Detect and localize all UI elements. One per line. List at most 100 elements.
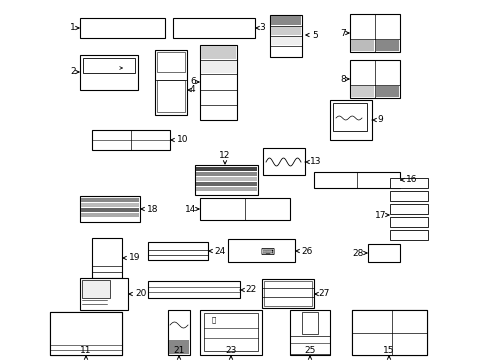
Bar	[196, 172, 257, 176]
Bar	[270, 16, 301, 25]
Bar	[349, 14, 399, 52]
Bar	[83, 58, 135, 73]
Bar	[350, 86, 373, 97]
Bar	[349, 60, 399, 98]
Bar	[200, 45, 237, 120]
Text: 🔑: 🔑	[211, 317, 216, 323]
Text: 5: 5	[311, 31, 317, 40]
Text: 9: 9	[376, 116, 382, 125]
Bar	[351, 310, 426, 355]
Bar	[201, 46, 236, 59]
Text: 6: 6	[190, 77, 196, 86]
Bar	[352, 347, 425, 351]
Bar	[80, 278, 128, 310]
Text: 3: 3	[259, 23, 264, 32]
Bar	[92, 130, 170, 150]
Bar	[262, 279, 313, 308]
Bar	[50, 312, 122, 355]
Bar	[80, 18, 164, 38]
Text: 19: 19	[129, 253, 140, 262]
Text: 26: 26	[301, 247, 312, 256]
Bar	[367, 244, 399, 262]
Bar	[352, 342, 425, 346]
Bar	[51, 326, 121, 331]
Bar	[51, 314, 121, 319]
Bar	[196, 182, 257, 186]
Text: 22: 22	[244, 285, 256, 294]
Bar	[155, 50, 186, 115]
Bar	[81, 203, 139, 207]
Bar	[389, 204, 427, 214]
Bar	[157, 80, 184, 112]
Bar	[375, 40, 398, 51]
Bar	[329, 100, 371, 140]
Bar	[264, 281, 311, 306]
Bar	[196, 177, 257, 181]
Bar	[389, 230, 427, 240]
Bar	[289, 310, 329, 355]
Bar	[169, 340, 189, 354]
Bar	[203, 313, 258, 351]
Text: 12: 12	[219, 150, 230, 159]
Text: 28: 28	[352, 248, 363, 257]
Text: 13: 13	[309, 158, 321, 166]
Bar	[80, 55, 138, 90]
Bar	[81, 213, 139, 217]
Bar	[51, 338, 121, 343]
Bar	[269, 15, 302, 57]
Bar	[227, 239, 294, 262]
Text: 16: 16	[405, 175, 417, 184]
Bar	[332, 103, 366, 131]
Bar	[350, 40, 373, 51]
Bar	[196, 187, 257, 191]
Text: 20: 20	[135, 289, 146, 298]
Bar	[92, 238, 122, 278]
Bar	[50, 312, 122, 355]
Bar	[270, 26, 301, 35]
Bar	[81, 208, 139, 212]
Bar	[148, 281, 240, 298]
Text: 25: 25	[304, 346, 315, 355]
Bar	[173, 18, 254, 38]
Bar	[200, 310, 262, 355]
Bar	[81, 198, 139, 202]
Bar	[352, 322, 425, 326]
Bar	[352, 332, 425, 336]
Bar	[51, 320, 121, 325]
Bar	[389, 217, 427, 227]
Bar	[389, 178, 427, 188]
Text: 2: 2	[70, 68, 76, 77]
Bar	[352, 327, 425, 331]
Text: 8: 8	[340, 75, 346, 84]
Bar	[263, 148, 305, 175]
Text: 7: 7	[340, 28, 346, 37]
Text: 1: 1	[70, 23, 76, 32]
Text: 21: 21	[173, 346, 184, 355]
Bar	[270, 36, 301, 45]
Text: 10: 10	[177, 135, 188, 144]
Bar	[196, 167, 257, 171]
Text: 17: 17	[374, 211, 385, 220]
Bar	[302, 312, 317, 334]
Bar	[82, 280, 110, 298]
Text: 11: 11	[80, 346, 92, 355]
Text: 14: 14	[184, 204, 196, 213]
Text: 18: 18	[147, 204, 158, 213]
Bar	[51, 332, 121, 337]
Bar	[352, 317, 425, 321]
Text: 23: 23	[225, 346, 236, 355]
Text: 4: 4	[190, 85, 195, 94]
Bar	[168, 310, 190, 355]
Bar	[201, 60, 236, 73]
Bar	[200, 198, 289, 220]
Bar	[375, 86, 398, 97]
Bar	[352, 337, 425, 341]
Bar	[157, 52, 184, 72]
Text: 15: 15	[383, 346, 394, 355]
Bar	[313, 172, 399, 188]
Text: ⌨: ⌨	[261, 247, 274, 257]
Bar	[195, 165, 258, 195]
Bar	[351, 310, 426, 355]
Bar	[51, 344, 121, 349]
Bar	[352, 312, 425, 316]
